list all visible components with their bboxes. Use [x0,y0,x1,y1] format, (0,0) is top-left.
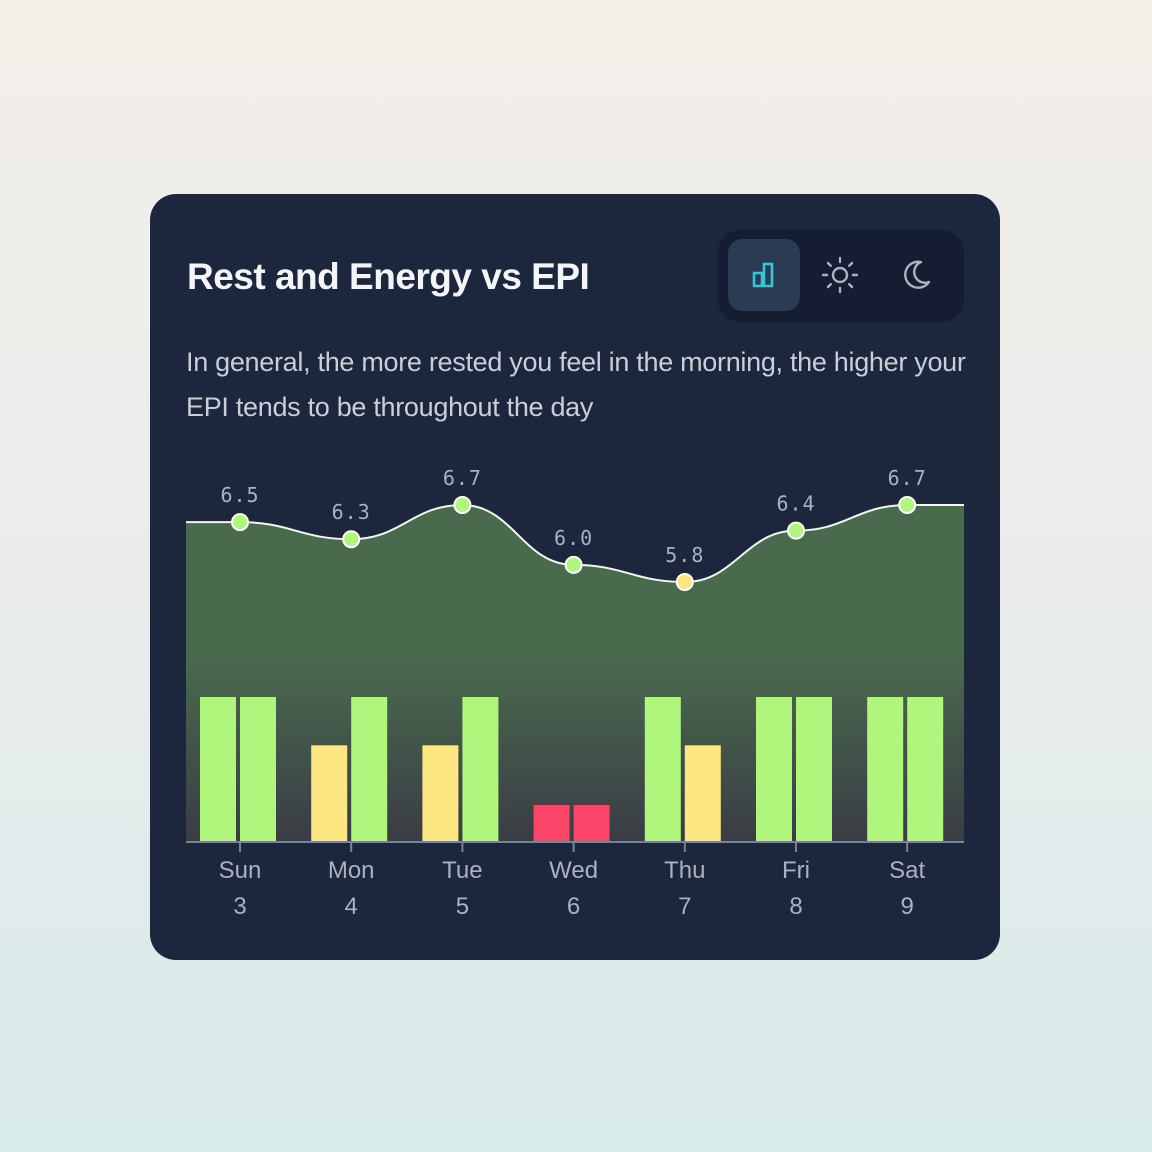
day-name-label: Sun [219,857,262,884]
rest-energy-card: Rest and Energy vs EPI [150,194,1000,960]
energy-bar [462,697,499,842]
epi-point [342,530,361,549]
epi-chart: 6.5 6.3 6.7 6.0 5.8 6.4 6.7 Sun 3 Mon 4 Tue 5 Wed 6 Thu… [186,466,964,920]
bar-chart-icon [752,262,774,288]
rest-bar [311,745,348,842]
epi-value-label: 6.4 [776,492,815,516]
day-name-label: Fri [782,857,810,884]
epi-point [231,513,249,532]
energy-bar [573,805,610,842]
epi-area [186,505,964,842]
day-date-label: 6 [567,893,580,920]
energy-bar [796,697,832,842]
rest-bar [422,745,459,842]
epi-value-label: 6.7 [443,466,482,490]
epi-point [453,496,472,514]
epi-point [898,496,917,514]
day-name-label: Mon [328,857,375,884]
energy-bar [351,697,388,842]
energy-bar [240,697,276,842]
rest-bar [533,805,570,842]
chart-view-button[interactable] [728,239,800,311]
rest-bar [200,697,236,842]
day-name-label: Sat [889,857,925,884]
day-name-label: Wed [549,857,598,884]
epi-point [787,521,805,540]
energy-bar [907,697,944,842]
day-date-label: 3 [233,893,246,920]
day-name-label: Tue [442,857,482,884]
epi-value-label: 6.5 [220,483,259,507]
rest-bar [644,697,681,842]
moon-view-button[interactable] [880,239,952,311]
sun-icon [821,256,859,294]
sun-view-button[interactable] [804,239,876,311]
energy-bar [684,745,721,842]
epi-value-label: 6.0 [554,526,593,550]
day-name-label: Thu [664,857,705,884]
card-description: In general, the more rested you feel in … [186,347,966,422]
epi-value-label: 5.8 [665,543,704,567]
day-date-label: 7 [678,893,691,920]
epi-point [564,555,583,574]
epi-value-label: 6.7 [888,466,927,490]
epi-value-label: 6.3 [332,500,371,524]
day-date-label: 9 [901,893,914,920]
day-date-label: 8 [789,893,802,920]
day-date-label: 4 [345,893,358,920]
card-title: Rest and Energy vs EPI [187,256,590,297]
moon-icon [904,260,931,289]
view-toggle [718,230,964,322]
rest-bar [867,697,904,842]
epi-point [675,573,694,591]
rest-bar [756,697,792,842]
day-date-label: 5 [456,893,469,920]
